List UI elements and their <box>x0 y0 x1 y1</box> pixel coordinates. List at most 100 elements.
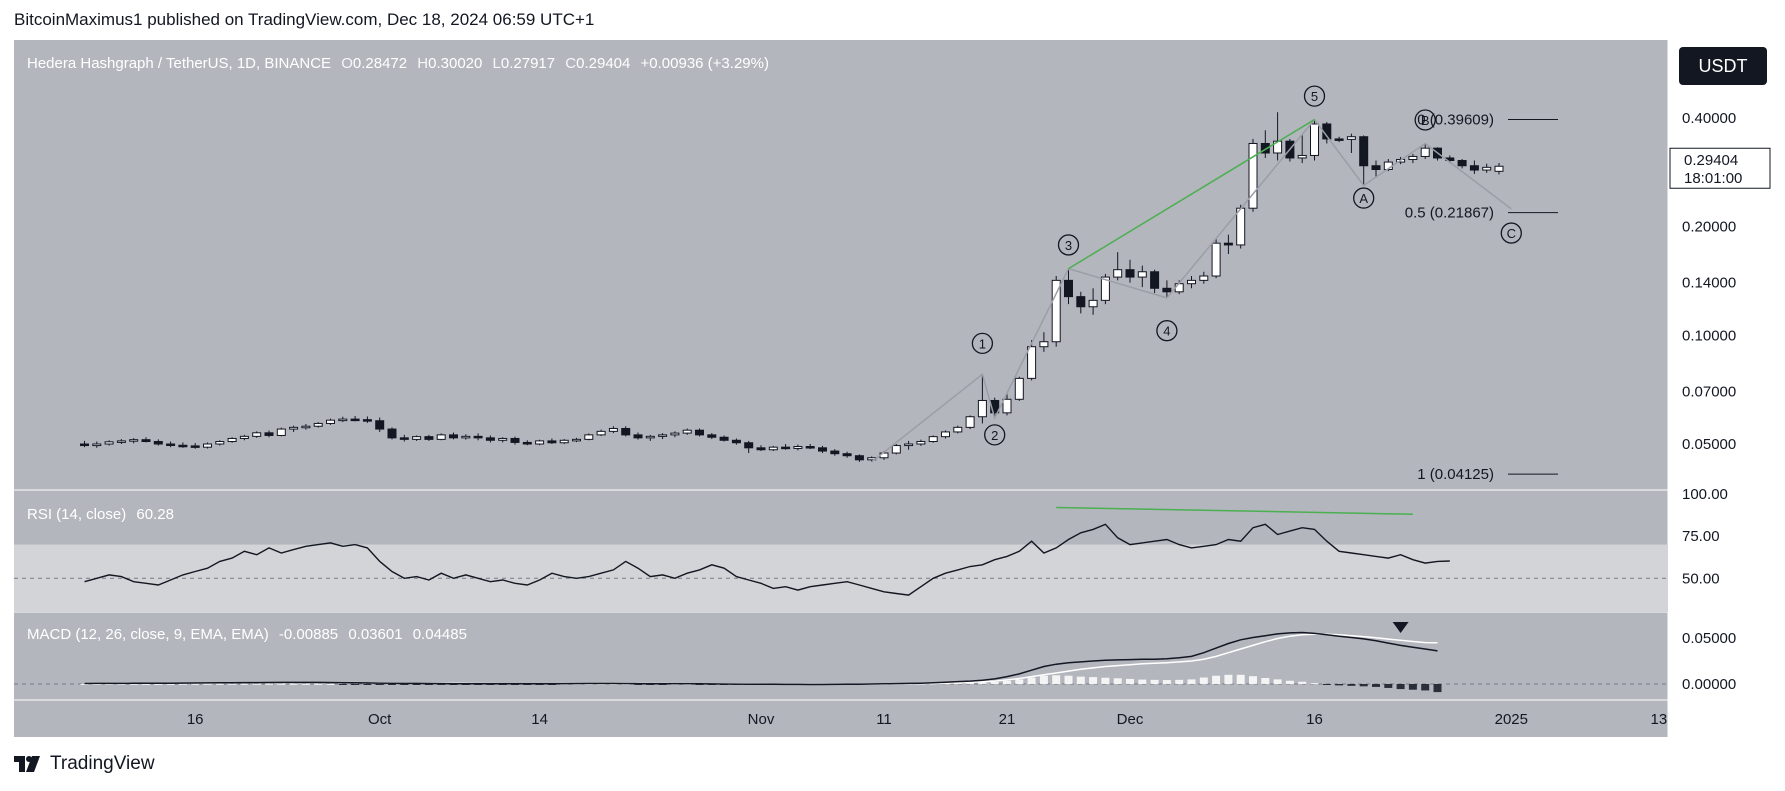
tradingview-brand[interactable]: TradingView <box>14 753 155 775</box>
macd-histogram-bar <box>1138 679 1147 684</box>
macd-histogram-bar <box>1126 678 1134 684</box>
candle-down <box>621 427 631 436</box>
macd-histogram-bar <box>1052 675 1061 684</box>
candle-down <box>707 434 717 438</box>
macd-histogram-bar <box>1347 684 1356 686</box>
candle-up <box>584 434 594 440</box>
macd-histogram-bar <box>966 682 975 684</box>
candle-down <box>1457 160 1467 167</box>
time-tick-label: 16 <box>1306 711 1323 728</box>
publisher-credit: BitcoinMaximus1 published on TradingView… <box>14 10 595 29</box>
candle-up <box>313 422 323 427</box>
macd-histogram-bar <box>683 684 692 685</box>
fib-level-label: 1 (0.04125) <box>1417 466 1494 483</box>
price-change: +0.00936 (+3.29%) <box>640 55 769 72</box>
macd-histogram-bar <box>1236 674 1245 684</box>
macd-value-macd: 0.03601 <box>348 626 403 643</box>
bearish-cross-marker <box>1392 622 1409 633</box>
wave-label: C <box>1507 226 1516 241</box>
candle-up <box>559 439 569 444</box>
candle-down <box>756 447 766 451</box>
annotations-layer: 1 2 3 4 5 A B C 0 (0.39609) 0.5 (0.21867) 1 (0.041… <box>871 85 1558 483</box>
macd-histogram-bar <box>1384 684 1393 688</box>
candle-up <box>1174 283 1184 293</box>
candle-up <box>1051 279 1061 343</box>
candle-down <box>633 434 643 439</box>
macd-histogram-bar <box>80 683 89 685</box>
macd-histogram-bar <box>1408 684 1417 690</box>
wave-label: 2 <box>991 428 998 443</box>
candle-down <box>1162 287 1172 293</box>
candle-up <box>301 425 311 429</box>
macd-histogram-bar <box>560 684 569 685</box>
candle-up <box>239 435 249 439</box>
price-tick-label: 0.14000 <box>1682 275 1736 292</box>
macd-histogram-bar <box>1273 679 1282 684</box>
rsi-tick-label: 75.00 <box>1682 528 1720 545</box>
macd-histogram-bar <box>1015 679 1024 684</box>
candle-down <box>485 437 495 441</box>
candle-down <box>510 437 520 443</box>
tradingview-logo-icon <box>14 756 40 772</box>
macd-histogram-bar <box>449 684 458 685</box>
macd-histogram-bar <box>1322 684 1331 685</box>
candle-down <box>842 453 852 457</box>
macd-histogram-bar <box>1298 681 1307 684</box>
currency-button[interactable]: USDT <box>1679 47 1767 85</box>
candle-down <box>178 444 188 448</box>
ohlc-close: 0.29404 <box>576 55 631 72</box>
price-tick-label: 0.07000 <box>1682 383 1736 400</box>
candle-down <box>473 435 483 439</box>
candle-up <box>670 432 680 436</box>
candle-down <box>166 443 176 446</box>
wave-label: 5 <box>1311 89 1318 104</box>
wave-label-circle <box>1500 222 1522 244</box>
candle-up <box>1211 242 1221 277</box>
candle-down <box>1359 136 1369 167</box>
candle-up <box>768 446 778 451</box>
candle-up <box>891 445 901 454</box>
candle-down <box>387 428 397 439</box>
countdown-label: 18:01:00 <box>1684 170 1742 187</box>
macd-histogram-bar <box>105 683 114 685</box>
rsi-title: RSI (14, close) <box>27 506 127 523</box>
candle-up <box>227 437 237 443</box>
ohlc-low-label: L <box>492 55 501 72</box>
rsi-tick-label: 100.00 <box>1682 486 1728 503</box>
price-tick-label: 0.05000 <box>1682 436 1736 453</box>
candle-up <box>1113 269 1123 278</box>
rsi-pane <box>14 506 1668 612</box>
ohlc-low: 0.27917 <box>500 55 556 72</box>
macd-value-hist: -0.00885 <box>278 626 339 643</box>
candle-up <box>596 430 606 436</box>
macd-histogram-bar <box>1372 684 1380 687</box>
candle-up <box>916 441 926 445</box>
rsi-value: 60.28 <box>136 506 174 523</box>
macd-histogram-bar <box>1212 675 1221 684</box>
candle-down <box>1223 242 1233 246</box>
candle-up <box>1346 136 1356 140</box>
time-tick-label: 16 <box>187 711 204 728</box>
candle-up <box>904 443 914 447</box>
macd-histogram-bar <box>424 684 433 685</box>
candles-layer <box>80 112 1504 462</box>
wave-label-circle <box>1303 85 1326 107</box>
candle-down <box>744 442 754 449</box>
candle-down <box>805 446 815 449</box>
candle-down <box>80 443 89 447</box>
candle-up <box>461 435 471 439</box>
macd-histogram-bar <box>486 684 495 685</box>
candle-up <box>682 429 692 434</box>
candle-down <box>399 437 409 440</box>
time-axis-bg <box>14 700 1668 737</box>
macd-histogram-bar <box>400 684 409 685</box>
wave-label-circle <box>1414 109 1436 131</box>
candle-up <box>941 431 950 438</box>
macd-histogram-bar <box>1310 683 1319 685</box>
macd-histogram-bar <box>1199 677 1208 684</box>
candle-up <box>535 440 545 445</box>
rsi-line <box>84 523 1450 596</box>
macd-histogram-bar <box>1039 675 1048 684</box>
axes-layer: 0.40000 0.20000 0.14000 0.10000 0.07000 0.050… <box>187 110 1771 728</box>
